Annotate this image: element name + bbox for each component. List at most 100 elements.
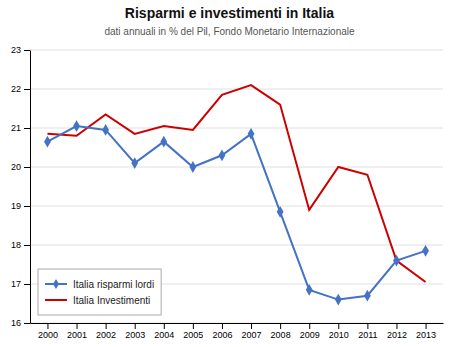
x-tick-label: 2007: [242, 330, 262, 340]
point: [422, 245, 429, 257]
x-tick-label: 2003: [125, 330, 145, 340]
chart: Risparmi e investimenti in Italiadati an…: [0, 0, 459, 347]
legend-marker: [53, 279, 59, 289]
x-tick-mark: [193, 323, 194, 329]
point: [306, 284, 313, 296]
y-axis: 16 17 18 19 20 21 22 23: [11, 45, 31, 328]
y-tick-label: 20: [11, 162, 21, 172]
grid-line: [30, 206, 443, 207]
point: [131, 157, 138, 169]
x-tick-label: 2010: [329, 330, 349, 340]
x-tick-mark: [309, 323, 310, 329]
x-tick: 2003: [125, 323, 145, 340]
x-tick-mark: [106, 323, 107, 329]
point: [73, 120, 80, 132]
x-tick: 2010: [329, 323, 349, 340]
point: [393, 255, 400, 267]
y-tick-mark: [24, 206, 30, 207]
legend-label: Italia risparmi lordi: [73, 279, 154, 290]
x-tick: 2005: [183, 323, 203, 340]
y-tick-mark: [24, 245, 30, 246]
x-tick-mark: [77, 323, 78, 329]
x-tick-label: 2004: [154, 330, 174, 340]
point: [189, 161, 196, 173]
y-tick-mark: [24, 128, 30, 129]
point: [248, 128, 255, 140]
y-tick-mark: [24, 284, 30, 285]
x-tick-mark: [280, 323, 281, 329]
y-tick-label: 16: [11, 318, 21, 328]
x-tick: 2002: [96, 323, 116, 340]
x-tick-mark: [47, 323, 48, 329]
y-tick-label: 22: [11, 84, 21, 94]
grid: [30, 50, 443, 323]
y-tick-label: 18: [11, 240, 21, 250]
y-tick: 20: [11, 162, 30, 172]
y-tick-mark: [24, 323, 30, 324]
y-tick: 18: [11, 240, 30, 250]
x-tick: 2007: [242, 323, 262, 340]
legend-item: Italia Investimenti: [45, 295, 150, 306]
x-tick: 2013: [416, 323, 436, 340]
x-tick-label: 2000: [38, 330, 58, 340]
point: [335, 294, 342, 306]
y-tick: 21: [11, 123, 30, 133]
x-tick-label: 2001: [67, 330, 87, 340]
x-axis-line: [31, 323, 444, 324]
title: Risparmi e investimenti in Italia: [125, 5, 335, 21]
y-tick: 19: [11, 201, 30, 211]
x-tick: 2012: [387, 323, 407, 340]
x-tick-label: 2006: [212, 330, 232, 340]
series-line: [47, 85, 425, 282]
point: [277, 206, 284, 218]
x-tick: 2006: [212, 323, 232, 340]
grid-line: [30, 50, 443, 51]
x-tick-mark: [426, 323, 427, 329]
y-tick-mark: [24, 167, 30, 168]
legend-label: Italia Investimenti: [73, 295, 150, 306]
x-tick-mark: [164, 323, 165, 329]
legend-item: Italia risparmi lordi: [45, 279, 154, 290]
x-tick-label: 2005: [183, 330, 203, 340]
y-tick-mark: [24, 50, 30, 51]
y-tick-label: 17: [11, 279, 21, 289]
point: [160, 136, 167, 148]
point: [219, 149, 226, 161]
x-tick: 2000: [38, 323, 58, 340]
y-tick: 22: [11, 84, 30, 94]
x-tick: 2001: [67, 323, 87, 340]
x-tick-label: 2013: [416, 330, 436, 340]
x-tick-mark: [396, 323, 397, 329]
series-markers: [44, 120, 429, 305]
x-tick: 2004: [154, 323, 174, 340]
x-axis: 2000 2001 2002 2003 2004 2005 2006 2007 2008 2009…: [31, 323, 444, 340]
y-tick-label: 23: [11, 45, 21, 55]
y-tick-label: 19: [11, 201, 21, 211]
x-tick-mark: [251, 323, 252, 329]
y-tick-mark: [24, 89, 30, 90]
x-tick: 2008: [271, 323, 291, 340]
x-tick-mark: [367, 323, 368, 329]
y-tick: 16: [11, 318, 30, 328]
x-tick: 2011: [358, 323, 377, 340]
y-tick: 17: [11, 279, 30, 289]
y-tick-label: 21: [11, 123, 21, 133]
x-tick-label: 2008: [271, 330, 291, 340]
x-tick-label: 2011: [358, 330, 377, 340]
legend: Italia risparmi lordi Italia Investimenti: [38, 269, 161, 315]
x-tick-mark: [338, 323, 339, 329]
x-tick-mark: [222, 323, 223, 329]
grid-line: [30, 167, 443, 168]
grid-line: [30, 245, 443, 246]
point: [102, 124, 109, 136]
y-tick: 23: [11, 45, 30, 55]
legend-swatch: [45, 299, 67, 301]
legend-box: [38, 269, 161, 315]
point: [44, 136, 51, 148]
x-tick-label: 2009: [300, 330, 320, 340]
y-axis-line: [30, 51, 31, 324]
point: [364, 290, 371, 302]
x-tick-mark: [135, 323, 136, 329]
x-tick: 2009: [300, 323, 320, 340]
x-tick-label: 2012: [387, 330, 407, 340]
